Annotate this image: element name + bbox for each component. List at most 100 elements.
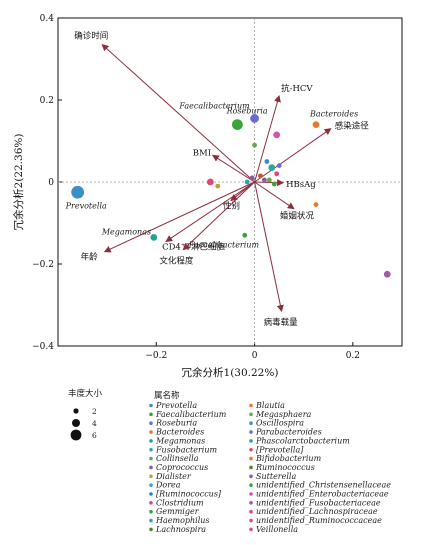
genus-point (274, 171, 280, 177)
arrow (103, 181, 255, 253)
arrow-label: 抗-HCV (281, 83, 313, 94)
legend-label: Megamonas (155, 436, 205, 445)
legend-marker (249, 465, 253, 470)
genus-point (249, 175, 255, 181)
genus-label: Faecalibacterium (188, 240, 260, 249)
arrow (254, 181, 284, 313)
genus-point (250, 114, 259, 123)
zero-lines (58, 18, 402, 346)
genus-labels: PrevotellaRoseburiaFaecalibacteriumBacte… (65, 102, 359, 250)
legend-marker (149, 518, 153, 523)
legend-marker (249, 474, 253, 479)
y-tick-label: 0 (48, 178, 54, 188)
legend-label: Sutterella (256, 472, 296, 481)
legend-marker (149, 456, 153, 461)
size-legend-label: 4 (92, 419, 97, 428)
legend-marker (149, 439, 153, 443)
genus-point (71, 185, 85, 199)
genus-point (244, 179, 250, 185)
arrow-label: CD4⁺T淋巴细胞 (162, 241, 225, 252)
y-tick-label: 0.4 (40, 14, 55, 24)
legend-label: Collinsella (156, 454, 199, 463)
arrow-label: 病毒载量 (264, 317, 299, 328)
genus-label: Roseburia (226, 106, 268, 115)
genus-point (242, 232, 248, 238)
legend-marker (149, 474, 153, 479)
size-legend-marker (72, 419, 80, 427)
arrow (254, 128, 332, 183)
arrow-label: 性别 (223, 200, 240, 211)
legend-marker (249, 421, 253, 426)
genus-point (231, 119, 243, 130)
genus-label: Megamonas (101, 227, 151, 236)
legend-label: Ruminococcus (255, 463, 315, 472)
size-legend-marker (73, 408, 79, 414)
size-legend: 丰度大小 2 4 6 (68, 388, 103, 441)
legend-label: Bifidobacterium (255, 454, 322, 463)
arrow-label: 确诊时间 (74, 31, 108, 42)
genus-label: Faecalibacterium (178, 102, 250, 111)
legend-label: Fusobacterium (155, 445, 217, 454)
legend-label: Prevotella (155, 401, 197, 410)
genus-point (252, 142, 257, 148)
genus-point (264, 159, 270, 164)
legend-label: Faecalibacterium (155, 410, 227, 419)
legend-marker (249, 430, 253, 434)
legend-label: [Ruminococcus] (156, 490, 222, 499)
legend-label: Gemmiger (156, 507, 200, 516)
legend-label: Bacteroides (155, 428, 204, 437)
arrow (165, 181, 255, 243)
genus-point (150, 233, 158, 241)
legend-marker (149, 527, 153, 532)
y-axis-title: 冗余分析2(22.36%) (12, 134, 25, 231)
genus-point (206, 178, 214, 186)
legend-marker (149, 501, 153, 505)
legend-label: Oscillospira (256, 419, 304, 428)
legend-marker (149, 447, 153, 452)
genus-point (312, 121, 320, 128)
x-tick-label: −0.2 (145, 351, 167, 361)
arrow-label: 年龄 (81, 252, 99, 263)
legend-marker (249, 518, 253, 523)
legend-label: unidentified_Enterobacteriaceae (256, 490, 389, 499)
legend-marker (249, 439, 253, 443)
legend-marker (149, 403, 153, 408)
arrow (254, 179, 285, 187)
genus-label: Bacteroides (309, 110, 358, 119)
legend-marker (249, 447, 253, 452)
legend-label: Haemophilus (155, 516, 210, 525)
legend-label: Megasphaera (255, 410, 312, 419)
legend-marker (249, 527, 253, 532)
legend-label: Parabacteroides (255, 428, 322, 437)
legend-label: unidentified_Christensenellaceae (256, 481, 391, 490)
legend-label: Dialister (155, 472, 192, 481)
genus-point (273, 131, 281, 139)
y-tick-label: −0.2 (32, 260, 54, 270)
x-tick-label: 0 (252, 351, 258, 361)
legend-marker (149, 483, 153, 487)
legend-label: Blautia (255, 401, 285, 410)
legend-label: Phascolarctobacterium (255, 436, 350, 445)
y-tick-label: 0.2 (40, 96, 54, 106)
genus-point (268, 164, 276, 172)
axis-ticks: −0.2 0 0.2 −0.4 −0.2 0 0.2 0.4 (32, 14, 360, 361)
arrow-label: 感染途径 (335, 121, 370, 132)
y-tick-label: −0.4 (32, 342, 54, 352)
legend-label: unidentified_Lachnospiraceae (256, 507, 378, 516)
legend-marker (149, 421, 153, 426)
arrow (254, 181, 295, 210)
size-legend-label: 6 (92, 431, 97, 440)
genus-point (383, 270, 391, 278)
legend-marker (149, 430, 153, 434)
genus-point (266, 177, 272, 183)
genus-point (276, 163, 282, 169)
genus-legend-title: 属名称 (154, 390, 180, 401)
size-legend-label: 2 (92, 407, 97, 416)
legend-marker (149, 492, 153, 496)
arrow (211, 154, 255, 183)
x-axis-title: 冗余分析1(30.22%) (182, 366, 279, 379)
legend-marker (149, 412, 153, 417)
